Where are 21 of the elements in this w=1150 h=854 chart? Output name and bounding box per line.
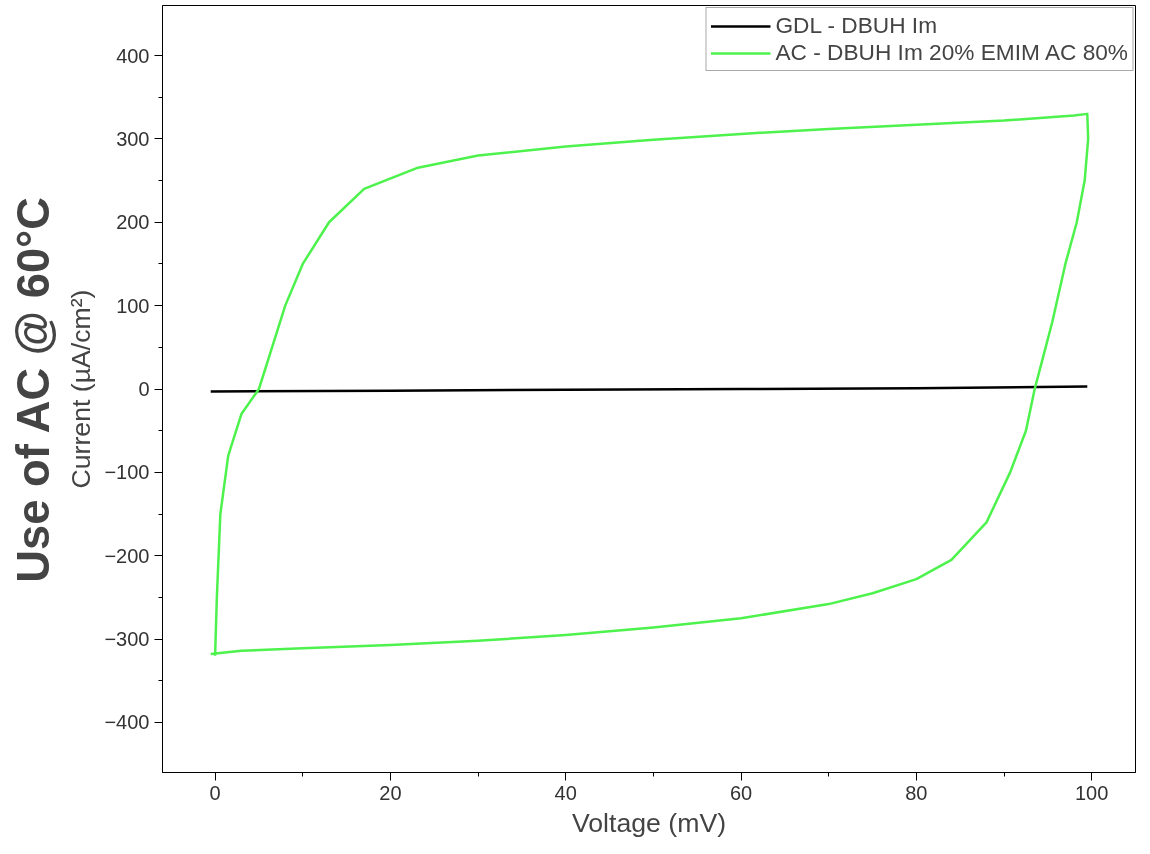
x-axis-title: Voltage (mV)	[571, 807, 727, 838]
legend-label: AC - DBUH Im 20% EMIM AC 80%	[775, 39, 1128, 66]
y-tick-label: −100	[104, 461, 150, 484]
line-series	[209, 112, 1090, 658]
y-tick-label: 100	[116, 294, 150, 317]
y-tick-label: 0	[138, 378, 150, 400]
x-tick-label: 100	[1074, 781, 1109, 804]
legend-label: GDL - DBUH Im	[775, 12, 938, 39]
y-tick-label: −300	[104, 628, 150, 651]
y-tick-label: 400	[116, 44, 150, 67]
y-axis-title: Current (µA/cm²)	[66, 289, 97, 489]
y-tick-label: 200	[116, 211, 150, 234]
y-tick-label: 300	[116, 127, 150, 150]
x-tick-label: 0	[209, 781, 221, 804]
y-tick-label: −200	[104, 544, 150, 567]
y-tick-label: −400	[104, 711, 150, 734]
x-tick-label: 60	[729, 781, 753, 804]
text: Use of AC @ 60°C	[7, 197, 59, 583]
x-tick-label: 20	[379, 781, 402, 804]
x-tick-label: 80	[905, 781, 928, 804]
x-tick-label: 40	[554, 781, 577, 804]
